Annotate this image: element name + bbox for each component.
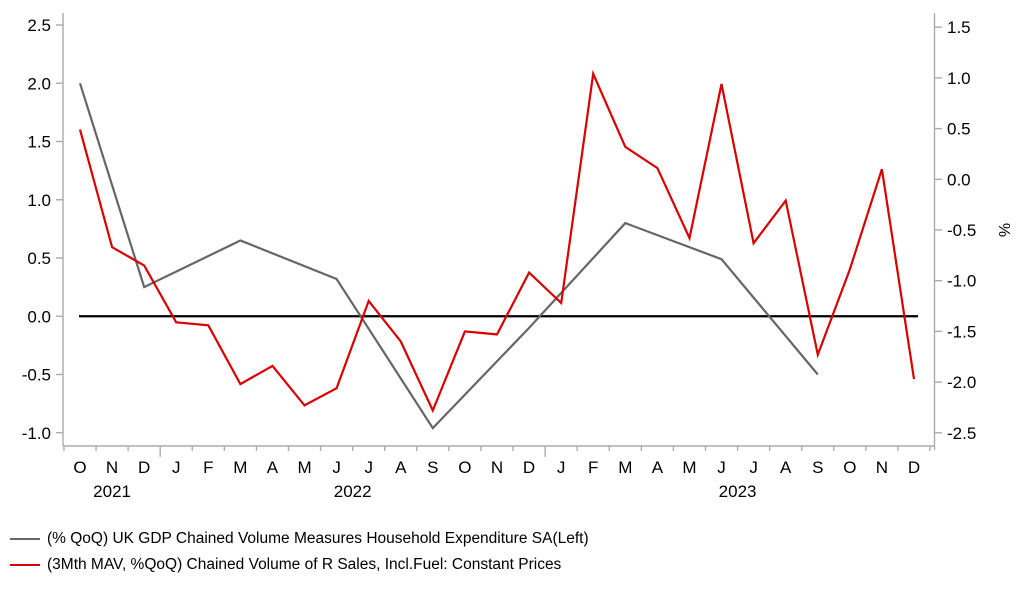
month-tick-label: M — [618, 458, 632, 477]
left-axis-tick-label: 2.5 — [27, 16, 51, 35]
year-label: 2023 — [719, 482, 757, 501]
left-axis-tick-label: -1.0 — [22, 424, 51, 443]
month-tick-label: J — [172, 458, 181, 477]
month-tick-label: D — [523, 458, 535, 477]
month-tick-label: A — [652, 458, 664, 477]
chart-plot-area: 2.5 2.0 1.5 1.0 0.5 0.0 -0.5 -1.0 1.5 1.0 0.5 0.0 -0… — [22, 13, 1012, 501]
right-axis-tick-label: 1.5 — [947, 18, 971, 37]
month-tick-label: J — [557, 458, 566, 477]
left-axis-tick-label: 2.0 — [27, 74, 51, 93]
left-axis-tick-label: 1.5 — [27, 133, 51, 152]
year-label: 2021 — [93, 482, 131, 501]
year-label: 2022 — [334, 482, 372, 501]
month-tick-label: M — [297, 458, 311, 477]
right-axis-tick-label: -2.5 — [947, 424, 976, 443]
axes — [56, 13, 942, 457]
month-tick-label: D — [908, 458, 920, 477]
uk-gdp-household-expenditure-line — [78, 82, 819, 430]
month-tick-label: A — [780, 458, 792, 477]
month-tick-label: F — [588, 458, 598, 477]
month-tick-label: S — [427, 458, 438, 477]
left-axis-tick-label: -0.5 — [22, 366, 51, 385]
month-tick-label: N — [876, 458, 888, 477]
month-tick-label: S — [812, 458, 823, 477]
right-axis-tick-label: -2.0 — [947, 373, 976, 392]
gdp-line-swatch — [10, 537, 40, 541]
right-axis-tick-label: 0.0 — [947, 170, 971, 189]
chart-legend: (% QoQ) UK GDP Chained Volume Measures H… — [10, 526, 589, 578]
right-axis-tick-label: -1.5 — [947, 322, 976, 341]
month-tick-label: N — [491, 458, 503, 477]
month-tick-label: M — [233, 458, 247, 477]
month-tick-label: D — [138, 458, 150, 477]
month-tick-label: O — [843, 458, 856, 477]
legend-label-gdp: (% QoQ) UK GDP Chained Volume Measures H… — [47, 530, 589, 547]
right-axis-unit-label: % — [995, 223, 1012, 237]
retail-sales-line-swatch — [10, 563, 40, 567]
left-axis-tick-label: 0.5 — [27, 249, 51, 268]
month-tick-label: N — [106, 458, 118, 477]
right-axis-tick-label: 1.0 — [947, 69, 971, 88]
left-axis-tick-label: 0.0 — [27, 307, 51, 326]
month-tick-label: J — [749, 458, 758, 477]
right-axis-tick-label: -1.0 — [947, 272, 976, 291]
month-tick-label: F — [203, 458, 213, 477]
legend-item-retail-sales: (3Mth MAV, %QoQ) Chained Volume of R Sal… — [10, 552, 589, 578]
legend-label-retail-sales: (3Mth MAV, %QoQ) Chained Volume of R Sal… — [47, 556, 562, 573]
month-tick-label: O — [73, 458, 86, 477]
legend-item-gdp: (% QoQ) UK GDP Chained Volume Measures H… — [10, 526, 589, 552]
month-tick-label: O — [458, 458, 471, 477]
month-tick-label: J — [332, 458, 341, 477]
month-tick-label: A — [395, 458, 407, 477]
month-tick-label: A — [267, 458, 279, 477]
right-axis-tick-label: -0.5 — [947, 221, 976, 240]
left-axis-tick-label: 1.0 — [27, 191, 51, 210]
right-axis-tick-label: 0.5 — [947, 120, 971, 139]
month-tick-label: J — [364, 458, 373, 477]
retail-sales-3mth-mav-line — [78, 69, 916, 414]
month-tick-label: J — [717, 458, 726, 477]
month-tick-label: M — [682, 458, 696, 477]
